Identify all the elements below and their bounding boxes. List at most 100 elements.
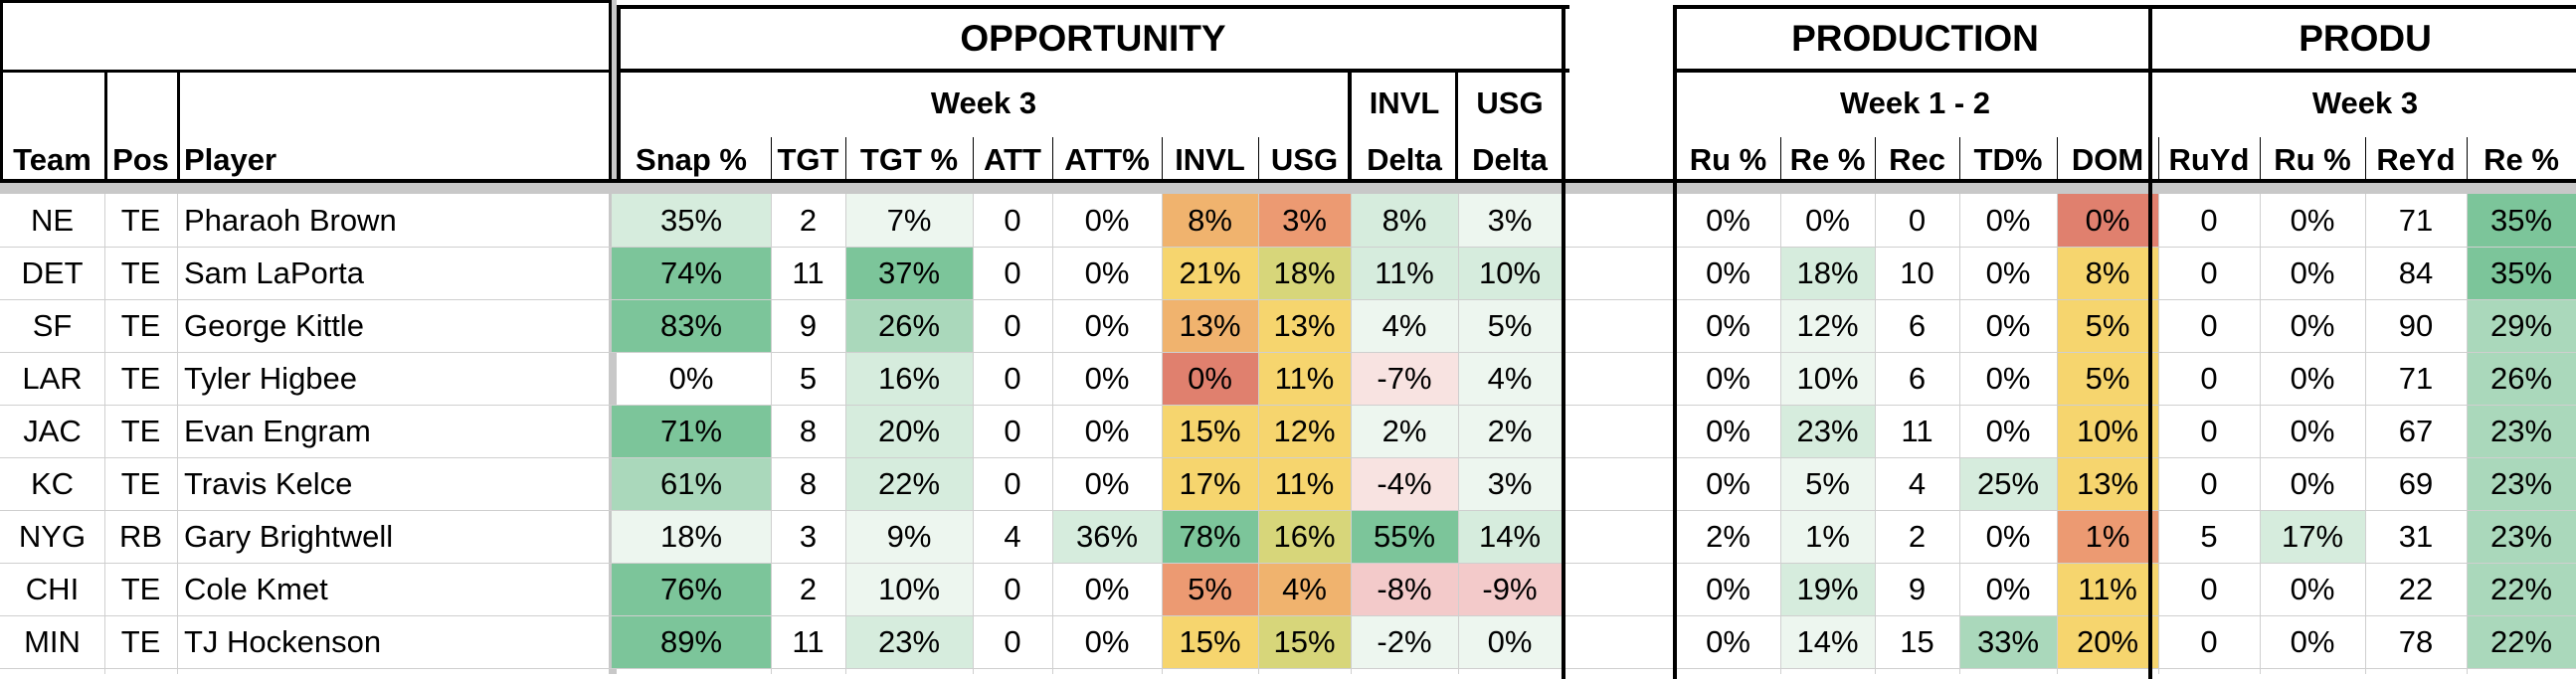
cell-r1-rec[interactable]: 10 xyxy=(1900,255,1934,290)
cell-r3-re-[interactable]: 10% xyxy=(1780,352,1875,405)
cell-r1-re-[interactable]: 35% xyxy=(2467,247,2576,299)
cell-r3-dom[interactable]: 5% xyxy=(2057,352,2158,405)
cell-r7-re-[interactable]: 19% xyxy=(1780,563,1875,615)
cell-r4-team[interactable]: JAC xyxy=(23,413,82,448)
cell-r5-ruyd[interactable]: 0 xyxy=(2200,465,2218,501)
cell-r8-gap[interactable] xyxy=(1562,615,1676,668)
cell-r2-re-[interactable]: 29% xyxy=(2467,299,2576,352)
cell-r0-usg[interactable]: 3% xyxy=(1258,194,1351,247)
cell-r4-att[interactable]: 0 xyxy=(1004,413,1021,448)
cell-r7-invl[interactable]: 5% xyxy=(1162,563,1258,615)
cell-r4-gap[interactable] xyxy=(1562,405,1676,457)
cell-r3-usg[interactable]: 11% xyxy=(1258,352,1351,405)
cell-r1-ru-[interactable]: 0% xyxy=(2290,255,2335,290)
cell-r5-snap-[interactable]: 61% xyxy=(612,457,771,510)
cell-r4-tgt-[interactable]: 20% xyxy=(845,405,973,457)
cell-r2-re-[interactable]: 12% xyxy=(1780,299,1875,352)
cell-r1-pos[interactable]: TE xyxy=(120,255,161,290)
cell-r1-dom[interactable]: 8% xyxy=(2057,247,2158,299)
cell-r1-gap[interactable] xyxy=(1562,247,1676,299)
cell-r1-usg[interactable]: 18% xyxy=(1258,247,1351,299)
cell-r3-invl[interactable]: 0% xyxy=(1162,352,1258,405)
cell-r4-reyd[interactable]: 67 xyxy=(2398,413,2434,448)
cell-r6-reyd[interactable]: 31 xyxy=(2398,518,2434,554)
cell-r2-gap[interactable] xyxy=(1562,299,1676,352)
cell-r8-tgt-[interactable]: 23% xyxy=(845,615,973,668)
cell-r1-delta[interactable]: 11% xyxy=(1351,247,1458,299)
cell-r3-ruyd[interactable]: 0 xyxy=(2200,360,2218,396)
cell-r2-ru-[interactable]: 0% xyxy=(1706,307,1750,343)
cell-r8-dom[interactable]: 20% xyxy=(2057,615,2158,668)
cell-r2-usg[interactable]: 13% xyxy=(1258,299,1351,352)
cell-r6-team[interactable]: NYG xyxy=(18,518,87,554)
cell-r7-att-[interactable]: 0% xyxy=(1084,571,1130,606)
cell-r5-att[interactable]: 0 xyxy=(1004,465,1021,501)
cell-r2-pos[interactable]: TE xyxy=(120,307,161,343)
cell-r7-re-[interactable]: 22% xyxy=(2467,563,2576,615)
cell-r3-snap-[interactable]: 0% xyxy=(668,360,714,396)
cell-r3-re-[interactable]: 26% xyxy=(2467,352,2576,405)
cell-r8-td-[interactable]: 33% xyxy=(1959,615,2057,668)
cell-r1-snap-[interactable]: 74% xyxy=(612,247,771,299)
cell-r0-ru-[interactable]: 0% xyxy=(2290,202,2335,238)
cell-r6-ru-[interactable]: 17% xyxy=(2260,510,2365,563)
cell-r6-delta[interactable]: 55% xyxy=(1351,510,1458,563)
cell-r5-tgt[interactable]: 8 xyxy=(799,465,818,501)
cell-r8-re-[interactable]: 14% xyxy=(1780,615,1875,668)
cell-r1-tgt[interactable]: 11 xyxy=(792,255,825,290)
cell-r6-re-[interactable]: 23% xyxy=(2467,510,2576,563)
cell-r6-snap-[interactable]: 18% xyxy=(612,510,771,563)
cell-r0-player[interactable]: Pharaoh Brown xyxy=(184,202,397,238)
cell-r2-tgt[interactable]: 9 xyxy=(799,307,818,343)
cell-r5-att-[interactable]: 0% xyxy=(1084,465,1130,501)
cell-r7-player[interactable]: Cole Kmet xyxy=(184,571,328,606)
cell-r3-delta[interactable]: 4% xyxy=(1458,352,1562,405)
cell-r8-usg[interactable]: 15% xyxy=(1258,615,1351,668)
cell-r5-re-[interactable]: 23% xyxy=(2467,457,2576,510)
cell-r6-usg[interactable]: 16% xyxy=(1258,510,1351,563)
cell-r3-att[interactable]: 0 xyxy=(1004,360,1021,396)
cell-r5-delta[interactable]: -4% xyxy=(1351,457,1458,510)
cell-r7-team[interactable]: CHI xyxy=(25,571,80,606)
cell-r6-re-[interactable]: 1% xyxy=(1780,510,1875,563)
cell-r6-att[interactable]: 4 xyxy=(1004,518,1021,554)
cell-r4-delta[interactable]: 2% xyxy=(1351,405,1458,457)
cell-r5-pos[interactable]: TE xyxy=(120,465,161,501)
cell-r2-att-[interactable]: 0% xyxy=(1084,307,1130,343)
cell-r2-snap-[interactable]: 83% xyxy=(612,299,771,352)
cell-r0-dom[interactable]: 0% xyxy=(2057,194,2158,247)
cell-r6-tgt-[interactable]: 9% xyxy=(845,510,973,563)
cell-r0-rec[interactable]: 0 xyxy=(1908,202,1927,238)
cell-r4-re-[interactable]: 23% xyxy=(2467,405,2576,457)
cell-r8-tgt[interactable]: 11 xyxy=(792,623,825,659)
cell-r4-ru-[interactable]: 0% xyxy=(1706,413,1750,448)
cell-r5-delta[interactable]: 3% xyxy=(1458,457,1562,510)
cell-r0-att-[interactable]: 0% xyxy=(1084,202,1130,238)
cell-r6-gap[interactable] xyxy=(1562,510,1676,563)
cell-r7-ru-[interactable]: 0% xyxy=(1706,571,1750,606)
cell-r1-ruyd[interactable]: 0 xyxy=(2200,255,2218,290)
cell-r3-team[interactable]: LAR xyxy=(22,360,83,396)
cell-r0-team[interactable]: NE xyxy=(30,202,75,238)
cell-r2-invl[interactable]: 13% xyxy=(1162,299,1258,352)
cell-r1-att-[interactable]: 0% xyxy=(1084,255,1130,290)
cell-r1-team[interactable]: DET xyxy=(21,255,84,290)
cell-r0-invl[interactable]: 8% xyxy=(1162,194,1258,247)
cell-r4-att-[interactable]: 0% xyxy=(1084,413,1130,448)
cell-r3-ru-[interactable]: 0% xyxy=(2290,360,2335,396)
cell-r2-tgt-[interactable]: 26% xyxy=(845,299,973,352)
cell-r4-ru-[interactable]: 0% xyxy=(2290,413,2335,448)
cell-r7-rec[interactable]: 9 xyxy=(1908,571,1927,606)
cell-r2-td-[interactable]: 0% xyxy=(1985,307,2031,343)
cell-r8-pos[interactable]: TE xyxy=(120,623,161,659)
cell-r2-player[interactable]: George Kittle xyxy=(184,307,364,343)
cell-r7-snap-[interactable]: 76% xyxy=(612,563,771,615)
cell-r6-delta[interactable]: 14% xyxy=(1458,510,1562,563)
cell-r6-att-[interactable]: 36% xyxy=(1052,510,1162,563)
cell-r0-pos[interactable]: TE xyxy=(120,202,161,238)
cell-r1-re-[interactable]: 18% xyxy=(1780,247,1875,299)
cell-r3-td-[interactable]: 0% xyxy=(1985,360,2031,396)
cell-r1-player[interactable]: Sam LaPorta xyxy=(184,255,364,290)
cell-r5-tgt-[interactable]: 22% xyxy=(845,457,973,510)
cell-r5-ru-[interactable]: 0% xyxy=(1706,465,1750,501)
